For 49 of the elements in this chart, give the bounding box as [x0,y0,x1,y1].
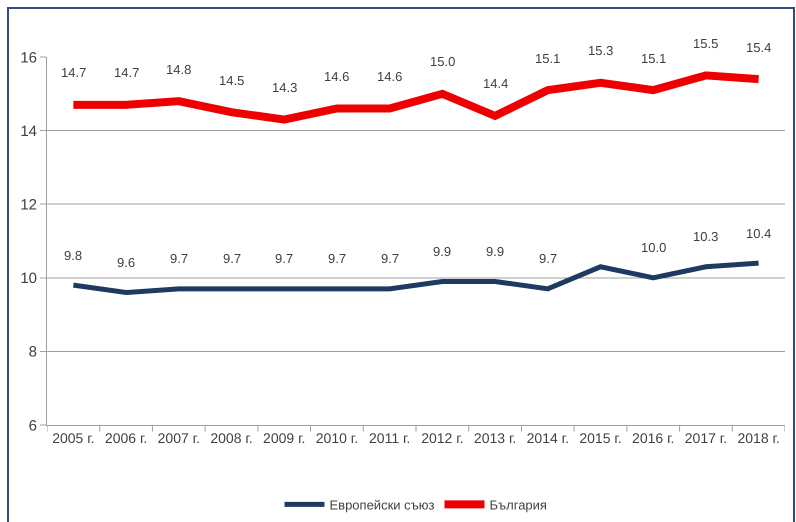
x-tick-label: 2006 г. [104,430,148,446]
data-label: 14.6 [377,69,402,84]
data-label: 9.9 [486,244,504,259]
data-label: 15.5 [693,36,718,51]
data-label: 15.1 [641,51,666,66]
data-label: 14.7 [61,65,86,80]
legend-label: България [490,497,547,512]
data-label: 9.7 [381,251,400,266]
data-label: 14.5 [219,73,244,88]
x-tick-label: 2007 г. [158,430,200,446]
x-tick-label: 2014 г. [526,430,569,446]
x-tick-label: 2011 г. [368,430,410,446]
data-label: 9.7 [328,251,346,266]
data-label: 9.7 [539,251,558,266]
data-label: 9.6 [117,255,136,270]
y-tick-label: 12 [20,196,37,214]
x-tick-label: 2009 г. [263,430,306,446]
data-label: 9.7 [223,251,242,266]
x-tick-label: 2008 г. [210,430,253,446]
x-tick-label: 2015 г. [579,430,622,446]
data-label: 15.4 [746,40,772,55]
y-tick-label: 16 [20,49,37,66]
data-label: 9.9 [433,244,452,259]
data-label: 9.7 [275,251,294,266]
y-tick-label: 10 [20,270,37,288]
x-tick-label: 2010 г. [316,430,358,446]
data-label: 14.3 [272,80,298,95]
data-label: 14.8 [166,62,192,77]
data-label: 14.4 [483,76,508,91]
data-label: 9.8 [64,248,82,263]
x-tick-label: 2005 г. [52,430,95,446]
x-tick-label: 2017 г. [684,430,728,446]
data-label: 10.0 [641,240,666,255]
data-label: 14.7 [114,65,140,80]
data-label: 9.7 [170,251,188,266]
data-label: 15.3 [588,43,614,58]
data-label: 14.6 [324,69,350,84]
data-label: 10.3 [693,229,718,244]
data-label: 10.4 [746,226,772,241]
x-tick-label: 2013 г. [474,430,516,446]
y-tick-label: 8 [28,344,37,361]
data-label: 15.0 [430,54,456,69]
x-tick-label: 2018 г. [737,430,780,446]
legend-label: Европейски съюз [330,497,435,512]
y-tick-label: 14 [20,122,37,140]
y-tick-label: 6 [28,417,37,434]
data-label: 15.1 [535,51,560,66]
x-tick-label: 2016 г. [632,430,674,446]
x-tick-label: 2012 г. [421,430,464,446]
